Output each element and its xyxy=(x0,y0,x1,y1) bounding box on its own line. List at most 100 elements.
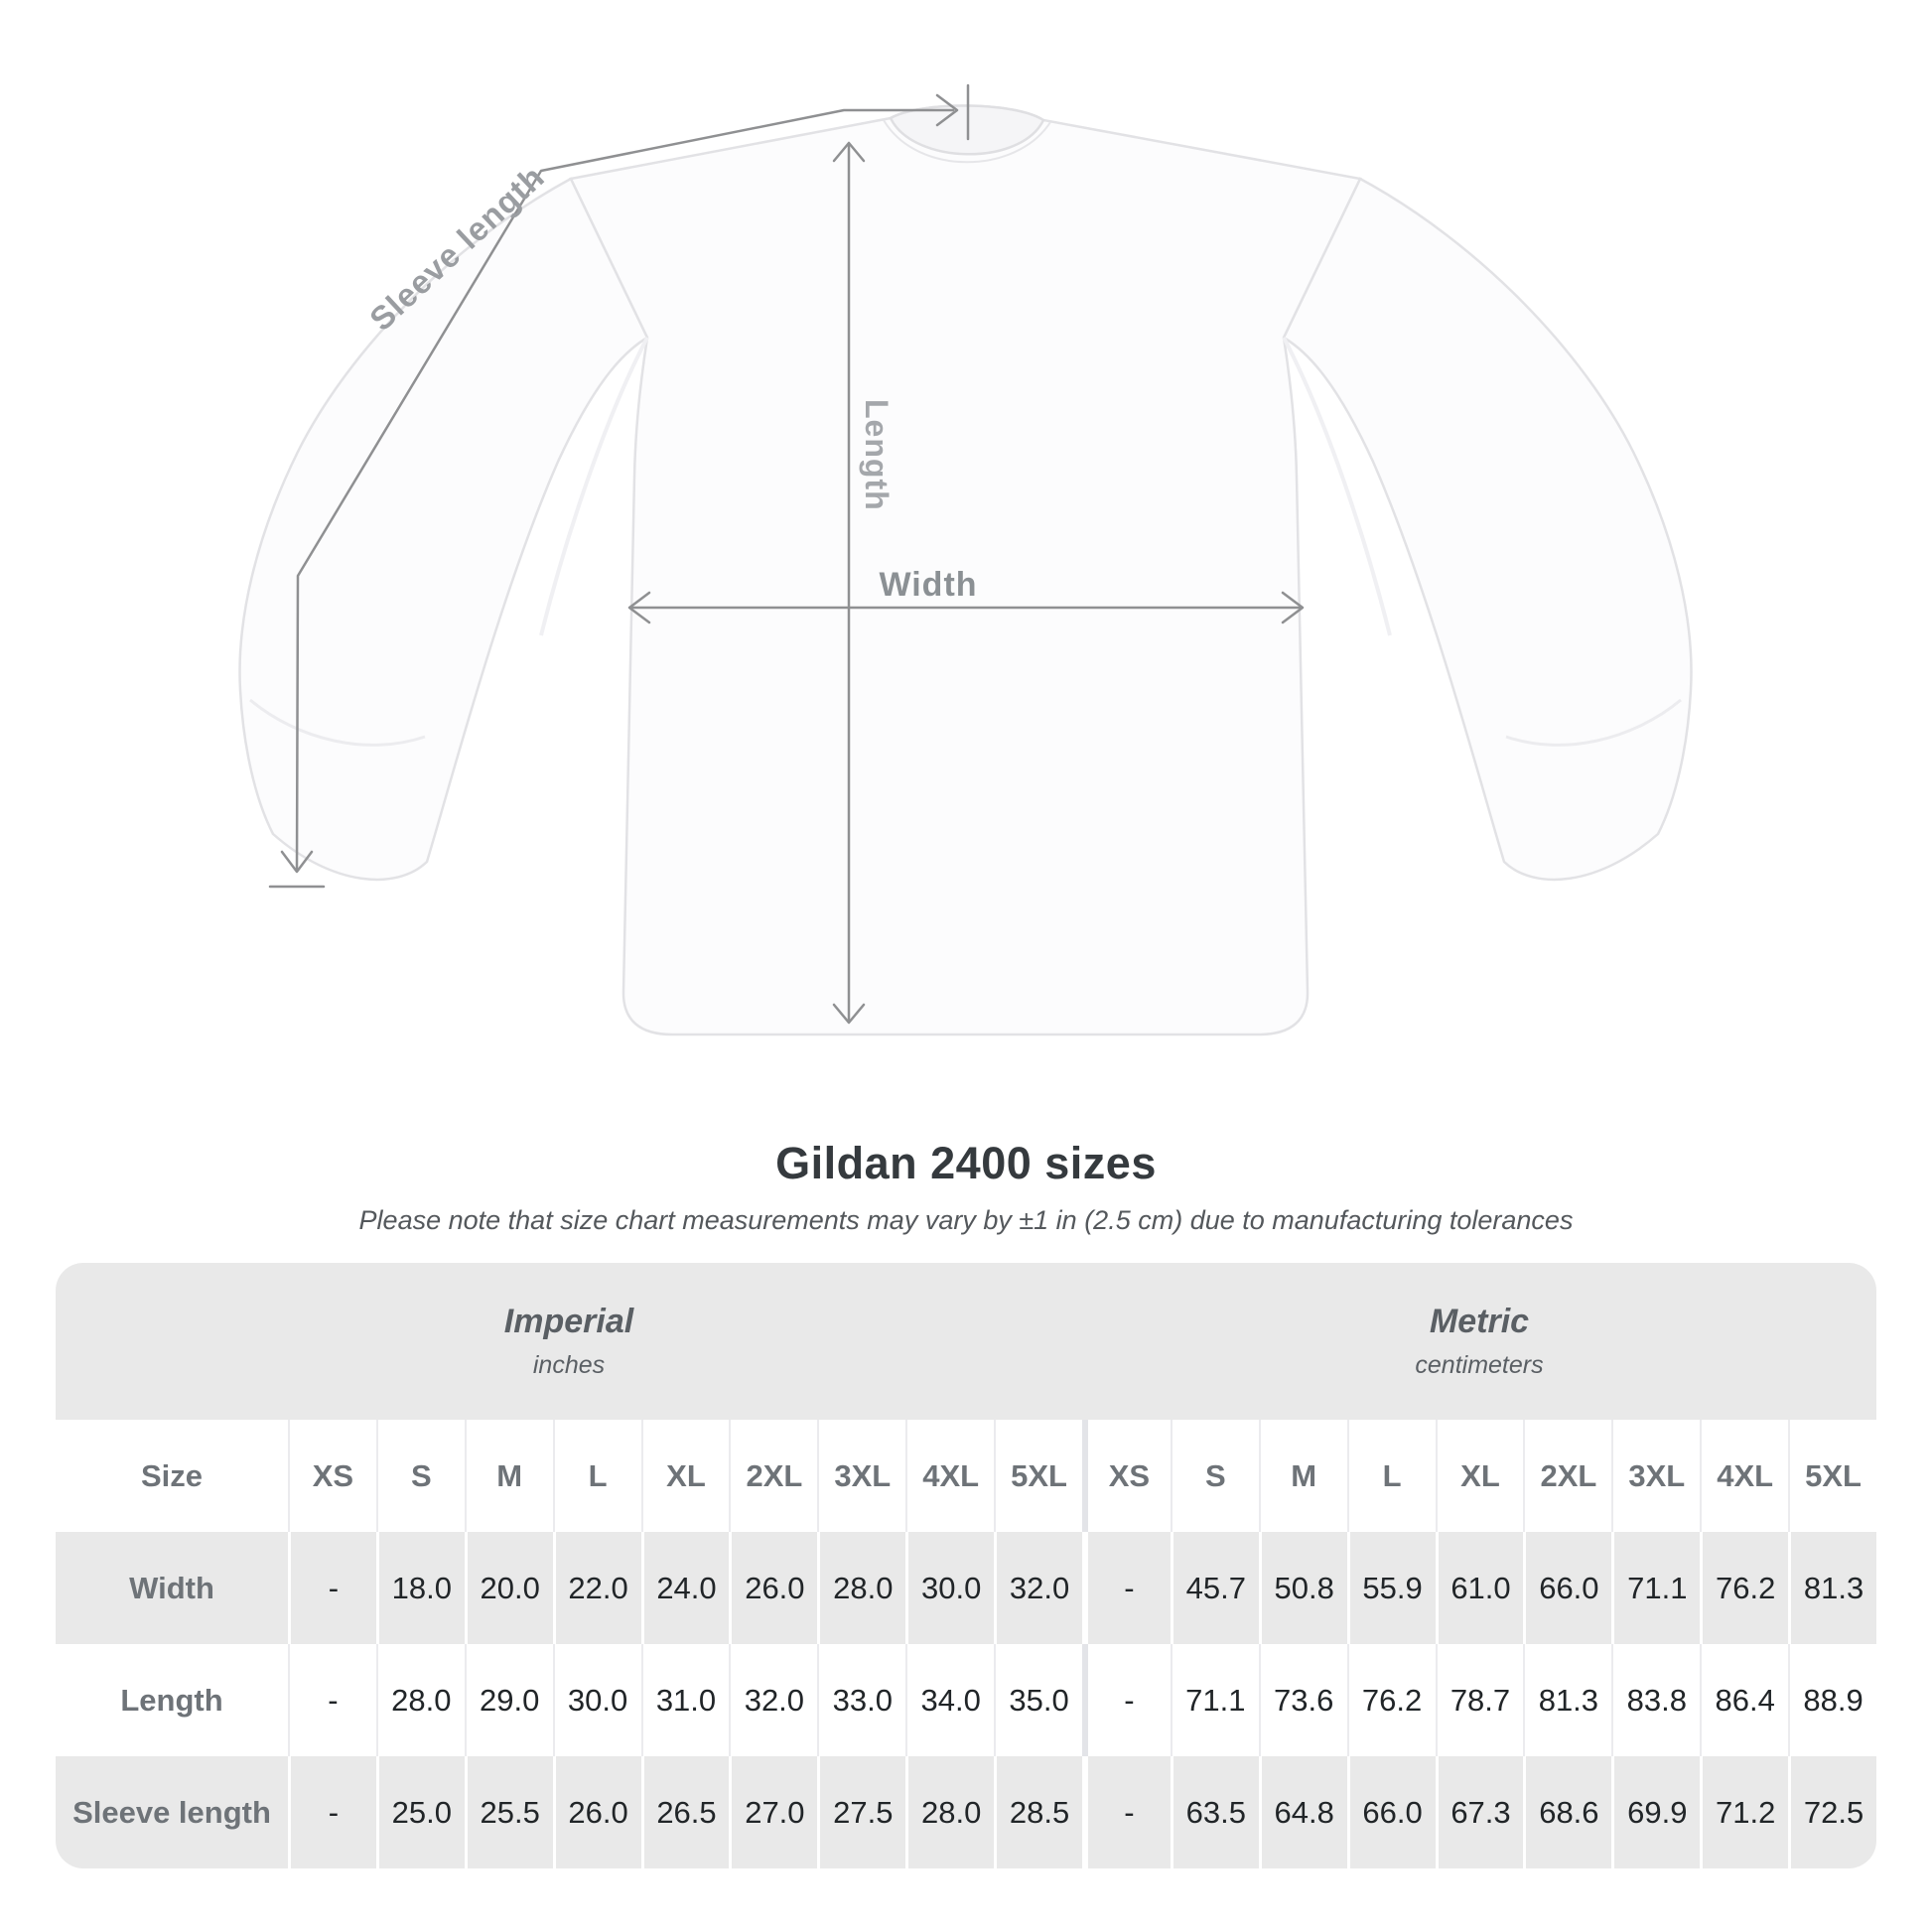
col-header-imperial-m: M xyxy=(464,1420,553,1532)
table-cell: 71.1 xyxy=(1611,1532,1701,1644)
table-cell: 63.5 xyxy=(1170,1756,1259,1868)
table-cell: 67.3 xyxy=(1435,1756,1524,1868)
col-header-metric-l: L xyxy=(1346,1420,1436,1532)
table-cell: 28.5 xyxy=(994,1756,1082,1868)
col-header-metric-2xl: 2XL xyxy=(1523,1420,1612,1532)
col-header-metric-m: M xyxy=(1258,1420,1347,1532)
table-cell: 81.3 xyxy=(1788,1532,1876,1644)
table-cell: 27.5 xyxy=(817,1756,906,1868)
sleeve-arrow-down-icon xyxy=(280,850,314,874)
table-cell: 66.0 xyxy=(1346,1756,1436,1868)
table-cell: 30.0 xyxy=(905,1532,995,1644)
shirt-right-armhole-crease xyxy=(1282,337,1392,636)
width-arrow-left-icon xyxy=(627,591,651,624)
row-label-width: Width xyxy=(56,1532,288,1644)
table-cell: 76.2 xyxy=(1700,1532,1789,1644)
page-title: Gildan 2400 sizes xyxy=(775,1138,1157,1188)
table-cell: - xyxy=(1081,1756,1171,1868)
table-cell: 25.5 xyxy=(464,1756,553,1868)
imperial-band: Imperial inches xyxy=(56,1263,1082,1420)
row-label-length: Length xyxy=(56,1644,288,1756)
shirt-measurement-diagram: Sleeve length Length Width xyxy=(238,83,1693,1036)
table-cell: - xyxy=(288,1756,376,1868)
table-cell: 32.0 xyxy=(729,1644,818,1756)
shirt-left-armhole-crease xyxy=(539,337,649,636)
table-cell: 86.4 xyxy=(1700,1644,1789,1756)
table-cell: - xyxy=(288,1644,376,1756)
table-cell: 68.6 xyxy=(1523,1756,1612,1868)
table-cell: 73.6 xyxy=(1258,1644,1347,1756)
imperial-unit: inches xyxy=(532,1351,606,1379)
table-cell: 28.0 xyxy=(375,1644,465,1756)
table-cell: 32.0 xyxy=(994,1532,1082,1644)
table-cell: - xyxy=(1081,1532,1171,1644)
length-label: Length xyxy=(859,399,895,511)
tolerance-note: Please note that size chart measurements… xyxy=(358,1205,1574,1235)
col-header-metric-5xl: 5XL xyxy=(1788,1420,1876,1532)
table-cell: 22.0 xyxy=(552,1532,641,1644)
imperial-title: Imperial xyxy=(503,1303,634,1340)
table-cell: 30.0 xyxy=(552,1644,641,1756)
col-header-imperial-4xl: 4XL xyxy=(905,1420,995,1532)
table-cell: 28.0 xyxy=(817,1532,906,1644)
size-col-header: Size xyxy=(56,1420,288,1532)
length-arrow-up-icon xyxy=(832,141,866,163)
col-header-imperial-3xl: 3XL xyxy=(817,1420,906,1532)
col-header-imperial-xl: XL xyxy=(640,1420,730,1532)
table-cell: 61.0 xyxy=(1435,1532,1524,1644)
size-grid: Size XS S M L XL 2XL 3XL 4XL 5XL XS S M … xyxy=(56,1420,1876,1868)
row-label-sleeve-length: Sleeve length xyxy=(56,1756,288,1868)
col-header-imperial-5xl: 5XL xyxy=(994,1420,1082,1532)
length-arrow-down-icon xyxy=(832,1003,866,1025)
col-header-imperial-2xl: 2XL xyxy=(729,1420,818,1532)
table-cell: 35.0 xyxy=(994,1644,1082,1756)
table-cell: - xyxy=(288,1532,376,1644)
col-header-metric-s: S xyxy=(1170,1420,1259,1532)
measurement-lines xyxy=(268,83,1305,1025)
table-cell: 26.0 xyxy=(729,1532,818,1644)
table-cell: - xyxy=(1081,1644,1171,1756)
col-header-metric-xl: XL xyxy=(1435,1420,1524,1532)
table-cell: 69.9 xyxy=(1611,1756,1701,1868)
shirt-right-cuff-seam xyxy=(1505,698,1682,747)
table-cell: 78.7 xyxy=(1435,1644,1524,1756)
table-cell: 26.5 xyxy=(640,1756,730,1868)
table-cell: 27.0 xyxy=(729,1756,818,1868)
table-cell: 29.0 xyxy=(464,1644,553,1756)
sleeve-measure-line xyxy=(295,108,955,872)
table-cell: 76.2 xyxy=(1346,1644,1436,1756)
table-cell: 64.8 xyxy=(1258,1756,1347,1868)
shirt-left-cuff-seam xyxy=(249,698,426,747)
table-cell: 20.0 xyxy=(464,1532,553,1644)
table-cell: 71.1 xyxy=(1170,1644,1259,1756)
metric-title: Metric xyxy=(1429,1303,1530,1340)
table-cell: 31.0 xyxy=(640,1644,730,1756)
table-cell: 25.0 xyxy=(375,1756,465,1868)
unit-system-band: Imperial inches Metric centimeters xyxy=(56,1263,1876,1420)
table-cell: 33.0 xyxy=(817,1644,906,1756)
shirt-illustration xyxy=(238,104,1693,1036)
table-cell: 50.8 xyxy=(1258,1532,1347,1644)
col-header-metric-3xl: 3XL xyxy=(1611,1420,1701,1532)
width-arrow-right-icon xyxy=(1281,591,1305,624)
width-label: Width xyxy=(879,566,977,604)
table-cell: 66.0 xyxy=(1523,1532,1612,1644)
metric-unit: centimeters xyxy=(1415,1351,1544,1379)
table-cell: 83.8 xyxy=(1611,1644,1701,1756)
shirt-collar-seam xyxy=(883,119,1051,164)
table-cell: 26.0 xyxy=(552,1756,641,1868)
shirt-right-sleeve xyxy=(1282,177,1693,882)
table-cell: 72.5 xyxy=(1788,1756,1876,1868)
metric-band: Metric centimeters xyxy=(1082,1263,1876,1420)
table-cell: 55.9 xyxy=(1346,1532,1436,1644)
table-cell: 18.0 xyxy=(375,1532,465,1644)
table-cell: 88.9 xyxy=(1788,1644,1876,1756)
heading: Gildan 2400 sizes Please note that size … xyxy=(0,1138,1932,1236)
sleeve-arrow-right-icon xyxy=(935,93,959,127)
col-header-imperial-l: L xyxy=(552,1420,641,1532)
table-cell: 28.0 xyxy=(905,1756,995,1868)
col-header-metric-4xl: 4XL xyxy=(1700,1420,1789,1532)
shirt-left-sleeve xyxy=(238,177,649,882)
col-header-imperial-xs: XS xyxy=(288,1420,376,1532)
